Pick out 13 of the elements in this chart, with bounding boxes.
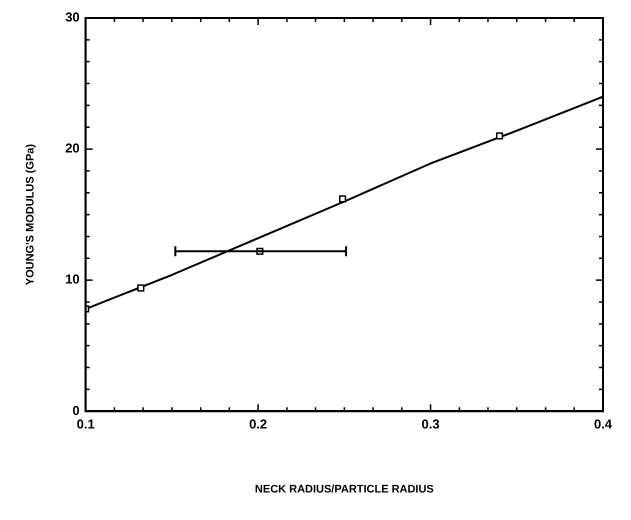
y-axis-title: YOUNG'S MODULUS (GPa) [24,144,37,286]
x-tick-label: 0.4 [594,416,613,432]
y-tick-label: 0 [72,402,80,418]
x-tick-label: 0.1 [76,416,95,432]
x-tick-label: 0.2 [249,416,268,432]
point [137,284,144,292]
y-tick-label: 30 [65,10,80,25]
y-tick-label: 10 [65,272,80,287]
point [339,195,346,202]
x-tick-label: 0.3 [422,416,440,432]
x-axis-title: NECK RADIUS/PARTICLE RADIUS [254,483,434,496]
point [496,132,504,140]
y-tick-label: 20 [65,140,80,156]
